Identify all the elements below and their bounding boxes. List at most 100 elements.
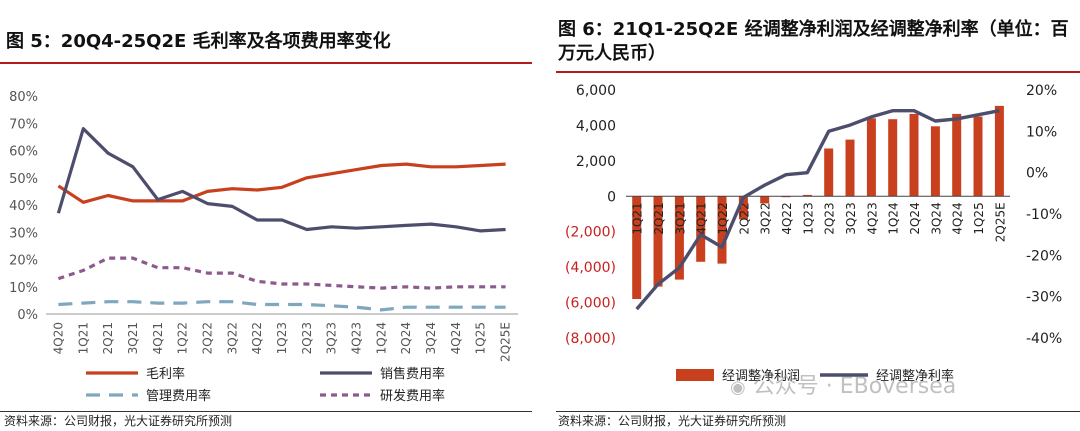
series-line-4 [57,256,506,290]
y-left-tick-label: 0 [607,189,616,205]
bar [973,116,983,197]
left-title-rule [0,62,532,64]
x-tick-label: 2Q21 [101,322,115,354]
y-right-tick-label: -40% [1026,331,1062,347]
y-left-tick-label: (4,000) [565,260,616,276]
y-right-tick-label: 0% [1026,166,1048,182]
left-source-note: 资料来源：公司财报，光大证券研究所预测 [4,414,233,428]
bar [653,196,663,287]
x-tick-label: 4Q20 [51,322,65,354]
right-source-note: 资料来源：公司财报，光大证券研究所预测 [558,414,787,428]
bar [738,196,748,220]
y-left-tick-label: (2,000) [565,225,616,241]
x-tick-label: 3Q23 [325,322,339,354]
x-tick-label: 4Q24 [449,322,463,354]
x-tick-label: 3Q22 [759,202,773,234]
x-tick-label: 4Q24 [951,202,965,234]
series-line-2 [56,127,506,233]
y-tick-label: 30% [9,226,38,241]
series-line-3 [58,300,506,312]
legend-swatch [676,369,714,381]
bar [909,113,919,197]
left-source-rule [0,411,532,412]
bar [930,126,940,197]
x-tick-label: 4Q21 [695,202,709,234]
bar [888,119,898,197]
y-left-tick-label: 6,000 [576,83,616,99]
bar [824,148,834,197]
right-title-rule [556,71,1080,73]
y-tick-label: 10% [9,281,38,296]
x-tick-label: 2Q23 [300,322,314,354]
y-tick-label: 70% [9,117,38,132]
y-right-tick-label: 10% [1026,124,1057,140]
bar [696,196,706,262]
y-left-tick-label: 2,000 [576,154,616,170]
y-tick-label: 40% [9,199,38,214]
wechat-icon: ◉ [730,377,746,398]
bar [952,113,962,197]
legend-label: 经调整净利润 [722,369,800,384]
bar [802,194,812,197]
bar [674,196,684,280]
x-tick-label: 1Q22 [716,202,730,234]
x-tick-label: 1Q21 [631,202,645,234]
watermark: ◉ 公众号 · EBoversea [730,368,956,400]
x-tick-label: 2Q24 [399,322,413,354]
x-tick-label: 1Q22 [176,322,190,354]
x-tick-label: 2Q21 [652,202,666,234]
x-tick-label: 1Q25 [474,322,488,354]
x-tick-label: 3Q24 [424,322,438,354]
y-tick-label: 0% [17,308,38,323]
x-tick-label: 4Q22 [250,322,264,354]
x-tick-label: 2Q23 [823,202,837,234]
x-tick-label: 3Q22 [225,322,239,354]
y-right-tick-label: -10% [1026,207,1062,223]
bar [866,118,876,197]
x-tick-label: 2Q22 [200,322,214,354]
bar [760,196,770,204]
watermark-text: 公众号 · EBoversea [752,374,957,399]
x-tick-label: 2Q25E [993,202,1007,242]
y-left-tick-label: (6,000) [565,296,616,312]
x-tick-label: 2Q24 [908,202,922,234]
bar [845,139,855,197]
right-chart-title: 图 6：21Q1-25Q2E 经调整净利润及经调整净利率（单位：百万元人民币） [558,19,1069,64]
legend-label: 销售费用率 [380,366,445,382]
x-tick-label: 3Q21 [673,202,687,234]
legend-label: 经调整净利率 [876,368,954,384]
right-source-rule [556,411,1080,412]
x-tick-label: 2Q25E [499,322,513,362]
x-tick-label: 1Q23 [275,322,289,354]
x-tick-label: 1Q24 [374,322,388,354]
y-tick-label: 50% [9,172,38,187]
left-chart-title: 图 5：20Q4-25Q2E 毛利率及各项费用率变化 [6,31,391,52]
y-left-tick-label: (8,000) [565,331,616,347]
legend-label: 管理费用率 [146,388,211,404]
y-tick-label: 80% [9,90,38,105]
bar [717,196,727,264]
x-tick-label: 4Q22 [780,202,794,234]
y-right-tick-label: 20% [1026,83,1057,99]
x-tick-label: 1Q23 [801,202,815,234]
x-tick-label: 2Q22 [737,202,751,234]
bar [632,196,642,299]
x-tick-label: 1Q21 [76,322,90,354]
legend-label: 毛利率 [146,366,185,382]
series-line-net-margin [635,108,1000,311]
x-tick-label: 1Q25 [972,202,986,234]
left-line-chart: 0% 10% 20% 30% 40% 50% 60% 70% 80% 4Q20 1Q21 2Q21 3Q… [9,90,518,404]
y-right-tick-label: -30% [1026,290,1062,306]
x-tick-label: 4Q23 [350,322,364,354]
x-tick-label: 3Q21 [126,322,140,354]
x-tick-label: 4Q23 [865,202,879,234]
y-tick-label: 20% [9,254,38,269]
y-left-tick-label: 4,000 [576,118,616,134]
y-right-tick-label: -20% [1026,248,1062,264]
x-tick-label: 1Q24 [887,202,901,234]
x-tick-label: 3Q24 [929,202,943,234]
legend-label: 研发费用率 [380,388,445,404]
series-line-1 [57,162,506,204]
bar [994,105,1004,197]
